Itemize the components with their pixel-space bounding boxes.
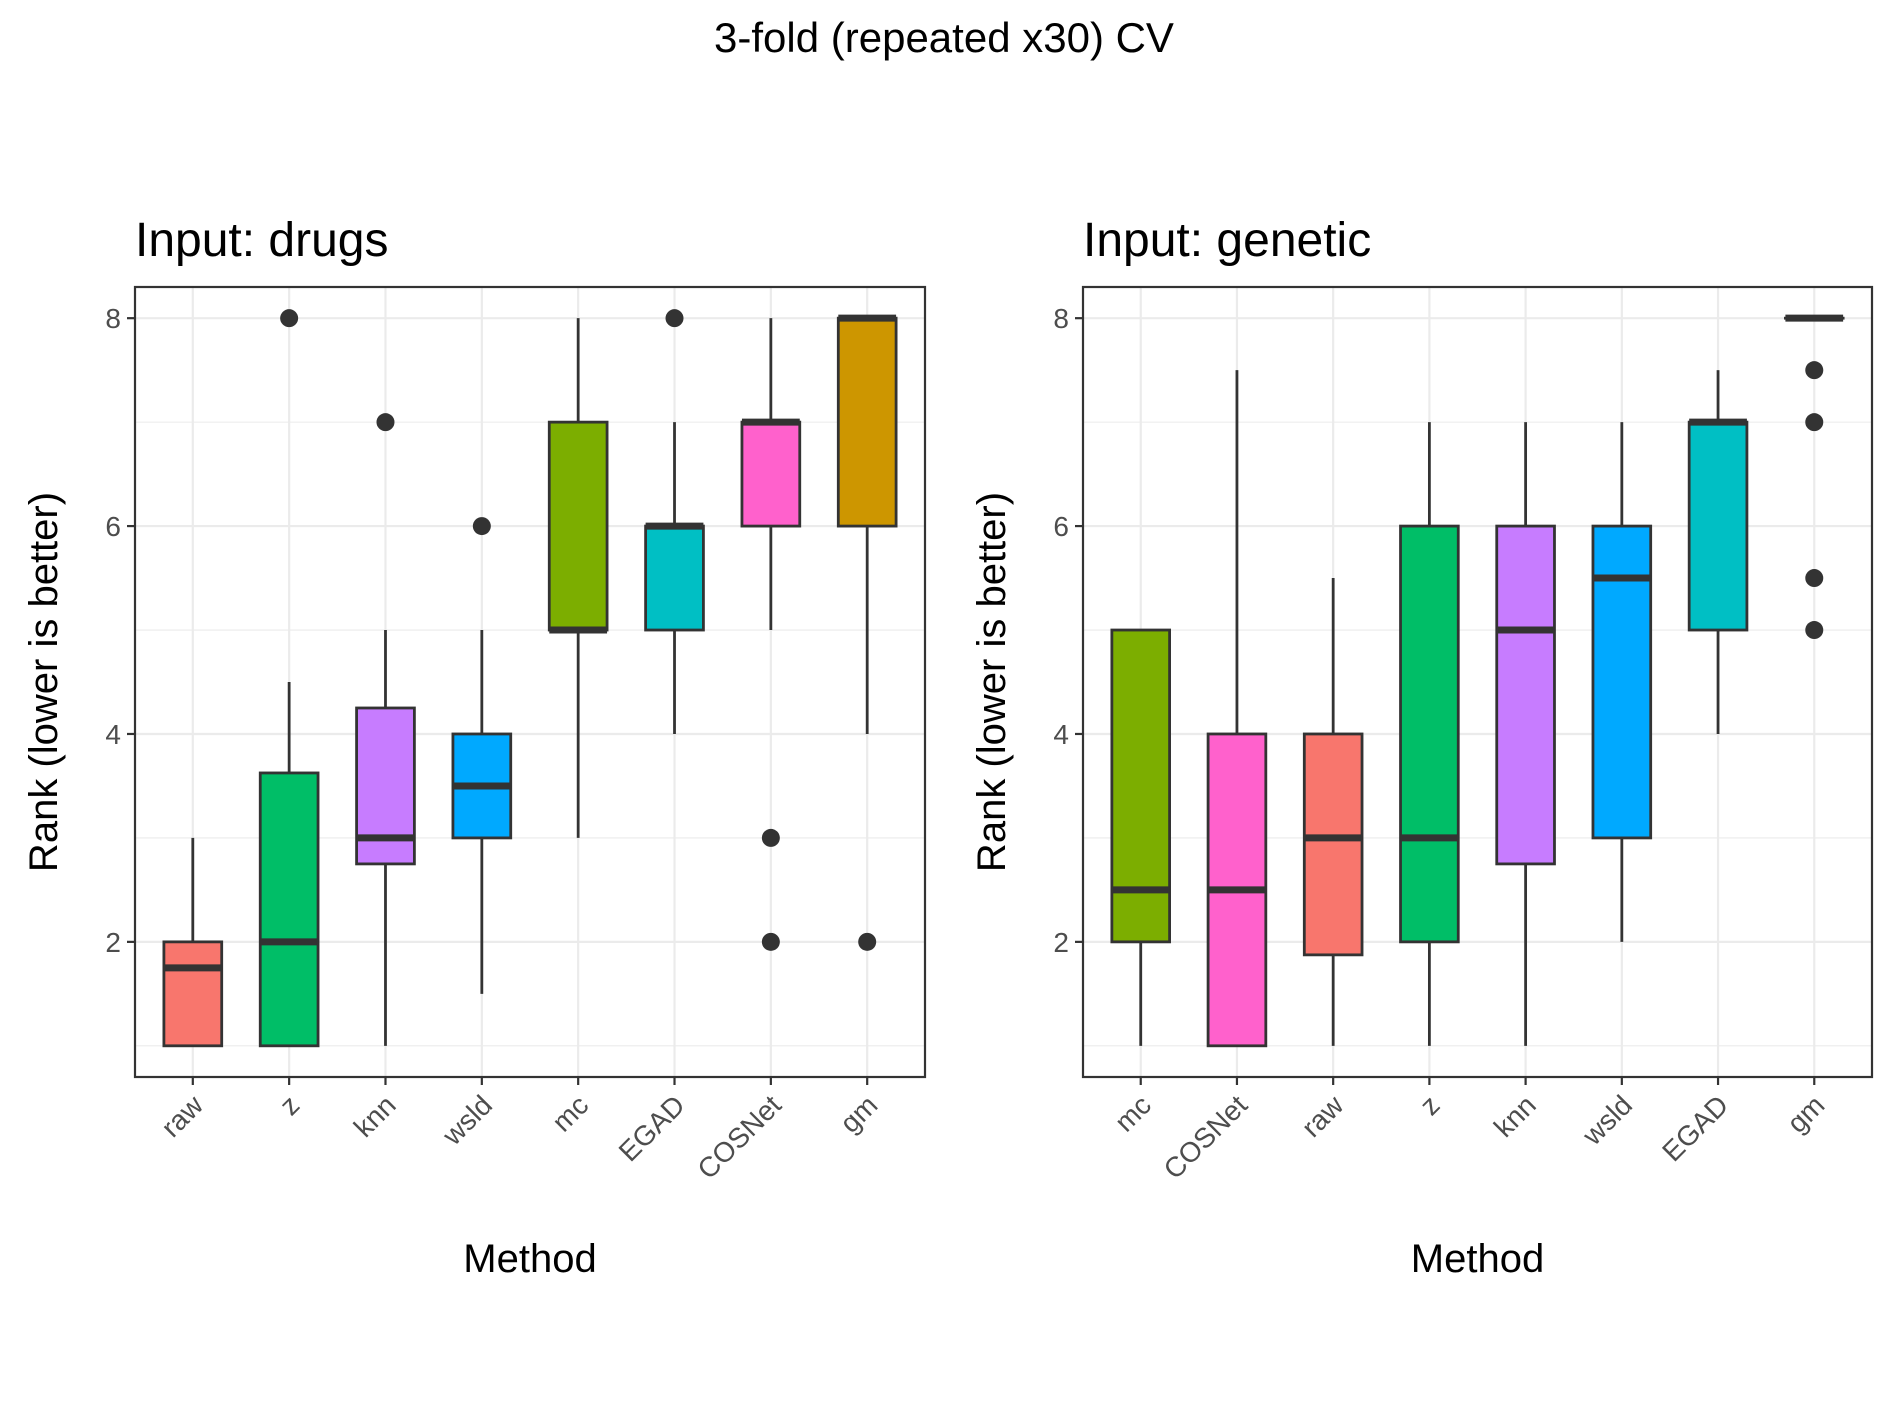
box-gm <box>836 314 898 951</box>
panel-2: Input: genetic 2 4 6 8 mc COSNet raw z knn wsld EGA… <box>970 214 1874 1281</box>
box-COSNet <box>740 318 802 951</box>
outlier-point <box>1805 621 1824 640</box>
box-raw <box>162 837 224 1048</box>
box-mc <box>1110 628 1171 1046</box>
box-z <box>1399 422 1460 1046</box>
gridlines <box>1083 287 1872 1077</box>
outlier-point <box>1805 413 1824 432</box>
gridlines <box>135 287 925 1077</box>
box-EGAD <box>644 309 705 734</box>
box-raw <box>1302 578 1364 1046</box>
y-tick-label: 4 <box>1053 719 1069 750</box>
box-body <box>1302 732 1364 957</box>
x-tick-label: wsld <box>436 1089 498 1151</box>
y-tick-label: 6 <box>1053 511 1069 542</box>
panel-title: Input: drugs <box>135 214 389 267</box>
box-body <box>1591 524 1653 840</box>
x-tick-label: raw <box>155 1089 209 1143</box>
outlier-point <box>472 517 491 536</box>
x-tick-label: raw <box>1296 1089 1350 1143</box>
panel-1: Input: drugs 2 4 6 8 raw z knn wsld mc EGAD COSNet g… <box>22 214 927 1281</box>
box-gm <box>1784 314 1845 640</box>
box-body <box>1110 628 1171 944</box>
x-tick-label: mc <box>1109 1089 1157 1137</box>
box-EGAD <box>1687 370 1749 734</box>
x-tick-label: gm <box>1781 1089 1830 1138</box>
box-mc <box>547 318 609 838</box>
box-body <box>740 420 802 528</box>
outlier-point <box>858 932 877 951</box>
outlier-point <box>761 932 780 951</box>
panel-border <box>133 285 927 1079</box>
box-body <box>1687 420 1749 632</box>
x-tick-label: COSNet <box>1158 1089 1254 1185</box>
box-body <box>258 771 320 1048</box>
x-tick-label: wsld <box>1576 1089 1638 1151</box>
box-body <box>644 524 705 632</box>
box-COSNet <box>1206 370 1268 1048</box>
y-tick-label: 2 <box>105 927 121 958</box>
y-tick-label: 8 <box>1053 303 1069 334</box>
y-tick-label: 6 <box>105 511 121 542</box>
outlier-point <box>761 828 780 847</box>
y-axis-title: Rank (lower is better) <box>970 492 1014 872</box>
x-tick-label: COSNet <box>691 1089 787 1185</box>
x-tick-label: knn <box>1488 1089 1542 1143</box>
x-tick-label: z <box>274 1089 306 1121</box>
panel-title: Input: genetic <box>1083 214 1371 267</box>
x-axis-title: Method <box>463 1237 596 1281</box>
panel-border <box>1081 285 1874 1079</box>
box-knn <box>355 413 416 1046</box>
y-tick-label: 2 <box>1053 927 1069 958</box>
x-tick-label: mc <box>546 1089 594 1137</box>
outlier-point <box>1805 361 1824 380</box>
box-body <box>1495 524 1556 866</box>
x-tick-label: gm <box>834 1089 883 1138</box>
x-tick-label: z <box>1414 1089 1446 1121</box>
box-body <box>162 940 224 1048</box>
box-body <box>1399 524 1460 944</box>
figure-title: 3-fold (repeated x30) CV <box>714 14 1174 61</box>
x-tick-label: knn <box>348 1089 402 1143</box>
box-wsld <box>451 517 513 994</box>
box-body <box>836 316 898 528</box>
y-tick-label: 8 <box>105 303 121 334</box>
y-axis-title: Rank (lower is better) <box>22 492 66 872</box>
outlier-point <box>665 309 684 328</box>
box-body <box>547 420 609 632</box>
outlier-point <box>376 413 395 432</box>
box-z <box>258 309 320 1048</box>
y-tick-label: 4 <box>105 719 121 750</box>
x-tick-label: EGAD <box>613 1089 691 1167</box>
x-tick-label: EGAD <box>1656 1089 1734 1167</box>
outlier-point <box>1805 569 1824 588</box>
outlier-point <box>280 309 299 328</box>
box-knn <box>1495 422 1556 1046</box>
box-wsld <box>1591 422 1653 942</box>
x-axis-title: Method <box>1411 1237 1544 1281</box>
